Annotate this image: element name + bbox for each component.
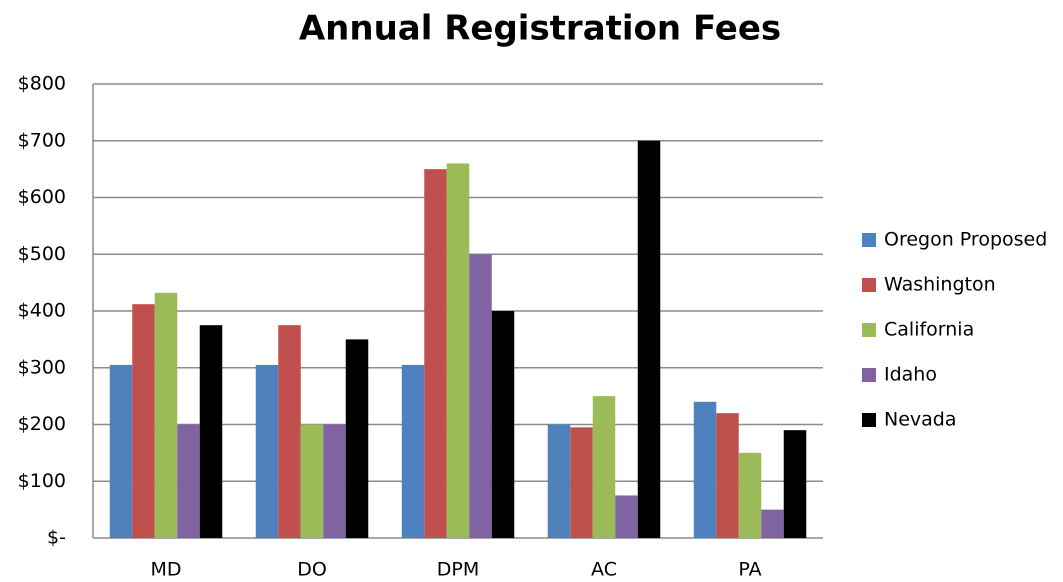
- bar: [570, 427, 593, 538]
- bar: [132, 304, 155, 538]
- y-tick-label: $300: [18, 356, 66, 378]
- legend-swatch: [862, 368, 876, 382]
- y-tick-label: $600: [18, 186, 66, 208]
- x-tick-label: DPM: [437, 559, 479, 581]
- bar: [154, 292, 178, 538]
- bar: [446, 163, 470, 538]
- bar: [278, 325, 301, 538]
- bar: [693, 401, 717, 538]
- x-tick-label: DO: [297, 559, 327, 581]
- legend-label: Nevada: [884, 409, 957, 431]
- bar: [716, 413, 739, 538]
- bar: [401, 364, 425, 538]
- bar: [177, 424, 200, 538]
- x-tick-label: PA: [738, 559, 761, 581]
- legend-swatch: [862, 278, 876, 292]
- x-tick-label: AC: [591, 559, 617, 581]
- bar: [109, 364, 133, 538]
- legend-label: California: [884, 319, 974, 341]
- legend-label: Idaho: [884, 364, 937, 386]
- y-tick-label: $400: [18, 300, 66, 322]
- bar: [637, 140, 661, 538]
- bar: [783, 430, 807, 538]
- bar: [761, 509, 784, 538]
- bar: [491, 311, 515, 538]
- y-tick-label: $700: [18, 129, 66, 151]
- bar: [199, 325, 223, 538]
- bar: [469, 254, 492, 538]
- bar: [738, 452, 762, 538]
- legend-swatch: [862, 323, 876, 337]
- y-tick-label: $500: [18, 243, 66, 265]
- bar: [547, 424, 571, 538]
- bar: [323, 424, 346, 538]
- y-tick-label: $100: [18, 470, 66, 492]
- bar: [424, 169, 447, 538]
- chart-title: Annual Registration Fees: [299, 9, 781, 49]
- bar: [615, 495, 638, 538]
- y-tick-label: $200: [18, 413, 66, 435]
- bar: [255, 364, 279, 538]
- bar: [300, 424, 324, 538]
- legend-label: Washington: [884, 274, 996, 296]
- legend-swatch: [862, 413, 876, 427]
- x-tick-label: MD: [150, 559, 181, 581]
- y-tick-label: $-: [47, 527, 66, 549]
- y-tick-label: $800: [18, 73, 66, 95]
- bar: [345, 339, 369, 538]
- legend-label: Oregon Proposed: [884, 229, 1047, 251]
- bar: [592, 396, 616, 538]
- legend-swatch: [862, 233, 876, 247]
